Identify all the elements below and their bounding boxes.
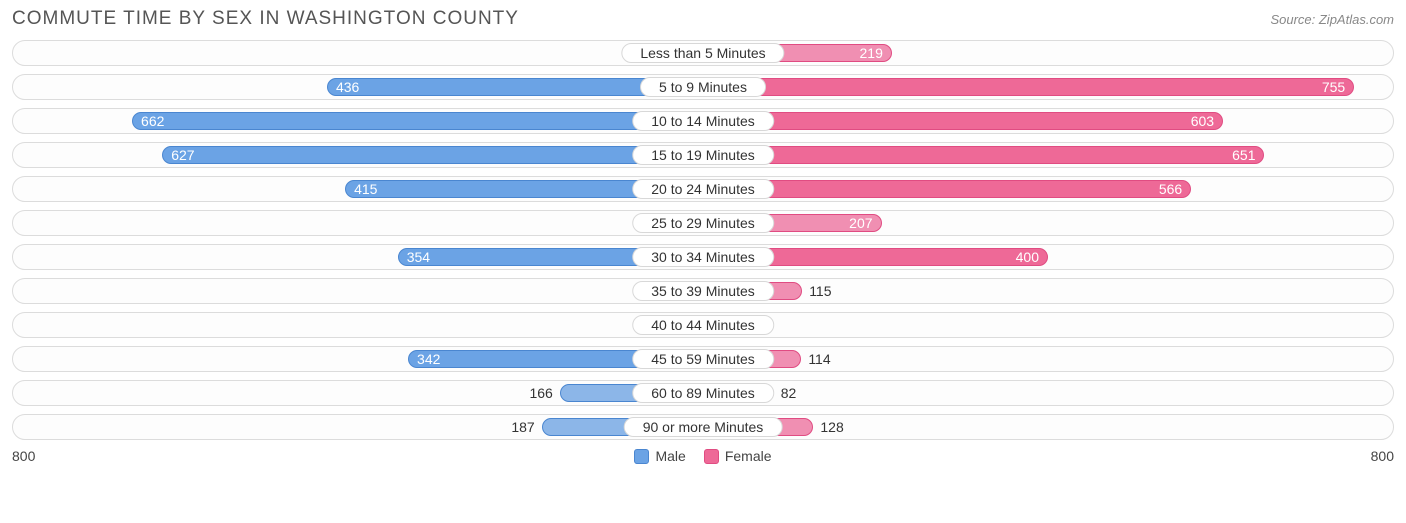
male-value: 662 bbox=[141, 113, 164, 129]
category-label: 15 to 19 Minutes bbox=[632, 145, 774, 165]
male-value: 627 bbox=[171, 147, 194, 163]
category-label: 90 or more Minutes bbox=[624, 417, 783, 437]
male-bar: 662 bbox=[132, 112, 703, 130]
chart-row: 25219Less than 5 Minutes bbox=[12, 40, 1394, 66]
diverging-bar-chart: 25219Less than 5 Minutes4367555 to 9 Min… bbox=[12, 40, 1394, 440]
male-value: 342 bbox=[417, 351, 440, 367]
female-value: 82 bbox=[773, 385, 797, 401]
legend-male: Male bbox=[634, 448, 685, 464]
female-value: 115 bbox=[801, 283, 831, 299]
female-bar: 566 bbox=[703, 180, 1191, 198]
category-label: 25 to 29 Minutes bbox=[632, 213, 774, 233]
chart-row: 5211535 to 39 Minutes bbox=[12, 278, 1394, 304]
chart-row: 662 603 10 to 14 Minutes bbox=[12, 108, 1394, 134]
category-label: 20 to 24 Minutes bbox=[632, 179, 774, 199]
chart-source: Source: ZipAtlas.com bbox=[1270, 12, 1394, 27]
female-value: 114 bbox=[800, 351, 830, 367]
male-value: 436 bbox=[336, 79, 359, 95]
chart-footer: 800 Male Female 800 bbox=[12, 448, 1394, 464]
category-label: 10 to 14 Minutes bbox=[632, 111, 774, 131]
chart-row: 627 651 15 to 19 Minutes bbox=[12, 142, 1394, 168]
female-value: 400 bbox=[1016, 249, 1039, 265]
female-value: 755 bbox=[1322, 79, 1345, 95]
chart-row: 415 566 20 to 24 Minutes bbox=[12, 176, 1394, 202]
female-value: 651 bbox=[1232, 147, 1255, 163]
female-swatch-icon bbox=[704, 449, 719, 464]
female-value: 603 bbox=[1191, 113, 1214, 129]
category-label: 40 to 44 Minutes bbox=[632, 315, 774, 335]
female-value: 566 bbox=[1159, 181, 1182, 197]
chart-row: 553540 to 44 Minutes bbox=[12, 312, 1394, 338]
female-bar: 755 bbox=[703, 78, 1354, 96]
chart-row: 436 755 5 to 9 Minutes bbox=[12, 74, 1394, 100]
chart-row: 187 128 90 or more Minutes bbox=[12, 414, 1394, 440]
chart-title: COMMUTE TIME BY SEX IN WASHINGTON COUNTY bbox=[12, 8, 519, 30]
male-value: 415 bbox=[354, 181, 377, 197]
legend: Male Female bbox=[634, 448, 771, 464]
legend-male-label: Male bbox=[655, 448, 685, 464]
chart-row: 166 8260 to 89 Minutes bbox=[12, 380, 1394, 406]
axis-left-max: 800 bbox=[12, 448, 72, 464]
male-value: 354 bbox=[407, 249, 430, 265]
chart-row: 342 114 45 to 59 Minutes bbox=[12, 346, 1394, 372]
male-swatch-icon bbox=[634, 449, 649, 464]
category-label: 5 to 9 Minutes bbox=[640, 77, 766, 97]
axis-right-max: 800 bbox=[1334, 448, 1394, 464]
category-label: 30 to 34 Minutes bbox=[632, 247, 774, 267]
legend-female-label: Female bbox=[725, 448, 772, 464]
female-bar: 603 bbox=[703, 112, 1223, 130]
male-value: 187 bbox=[511, 419, 542, 435]
female-value: 219 bbox=[860, 45, 883, 61]
female-value: 207 bbox=[849, 215, 872, 231]
category-label: Less than 5 Minutes bbox=[621, 43, 784, 63]
female-value: 128 bbox=[812, 419, 843, 435]
chart-header: COMMUTE TIME BY SEX IN WASHINGTON COUNTY… bbox=[12, 8, 1394, 30]
chart-row: 354 400 30 to 34 Minutes bbox=[12, 244, 1394, 270]
female-bar: 651 bbox=[703, 146, 1264, 164]
male-bar: 627 bbox=[162, 146, 703, 164]
legend-female: Female bbox=[704, 448, 772, 464]
category-label: 35 to 39 Minutes bbox=[632, 281, 774, 301]
category-label: 60 to 89 Minutes bbox=[632, 383, 774, 403]
male-value: 166 bbox=[529, 385, 560, 401]
category-label: 45 to 59 Minutes bbox=[632, 349, 774, 369]
chart-row: 2520725 to 29 Minutes bbox=[12, 210, 1394, 236]
